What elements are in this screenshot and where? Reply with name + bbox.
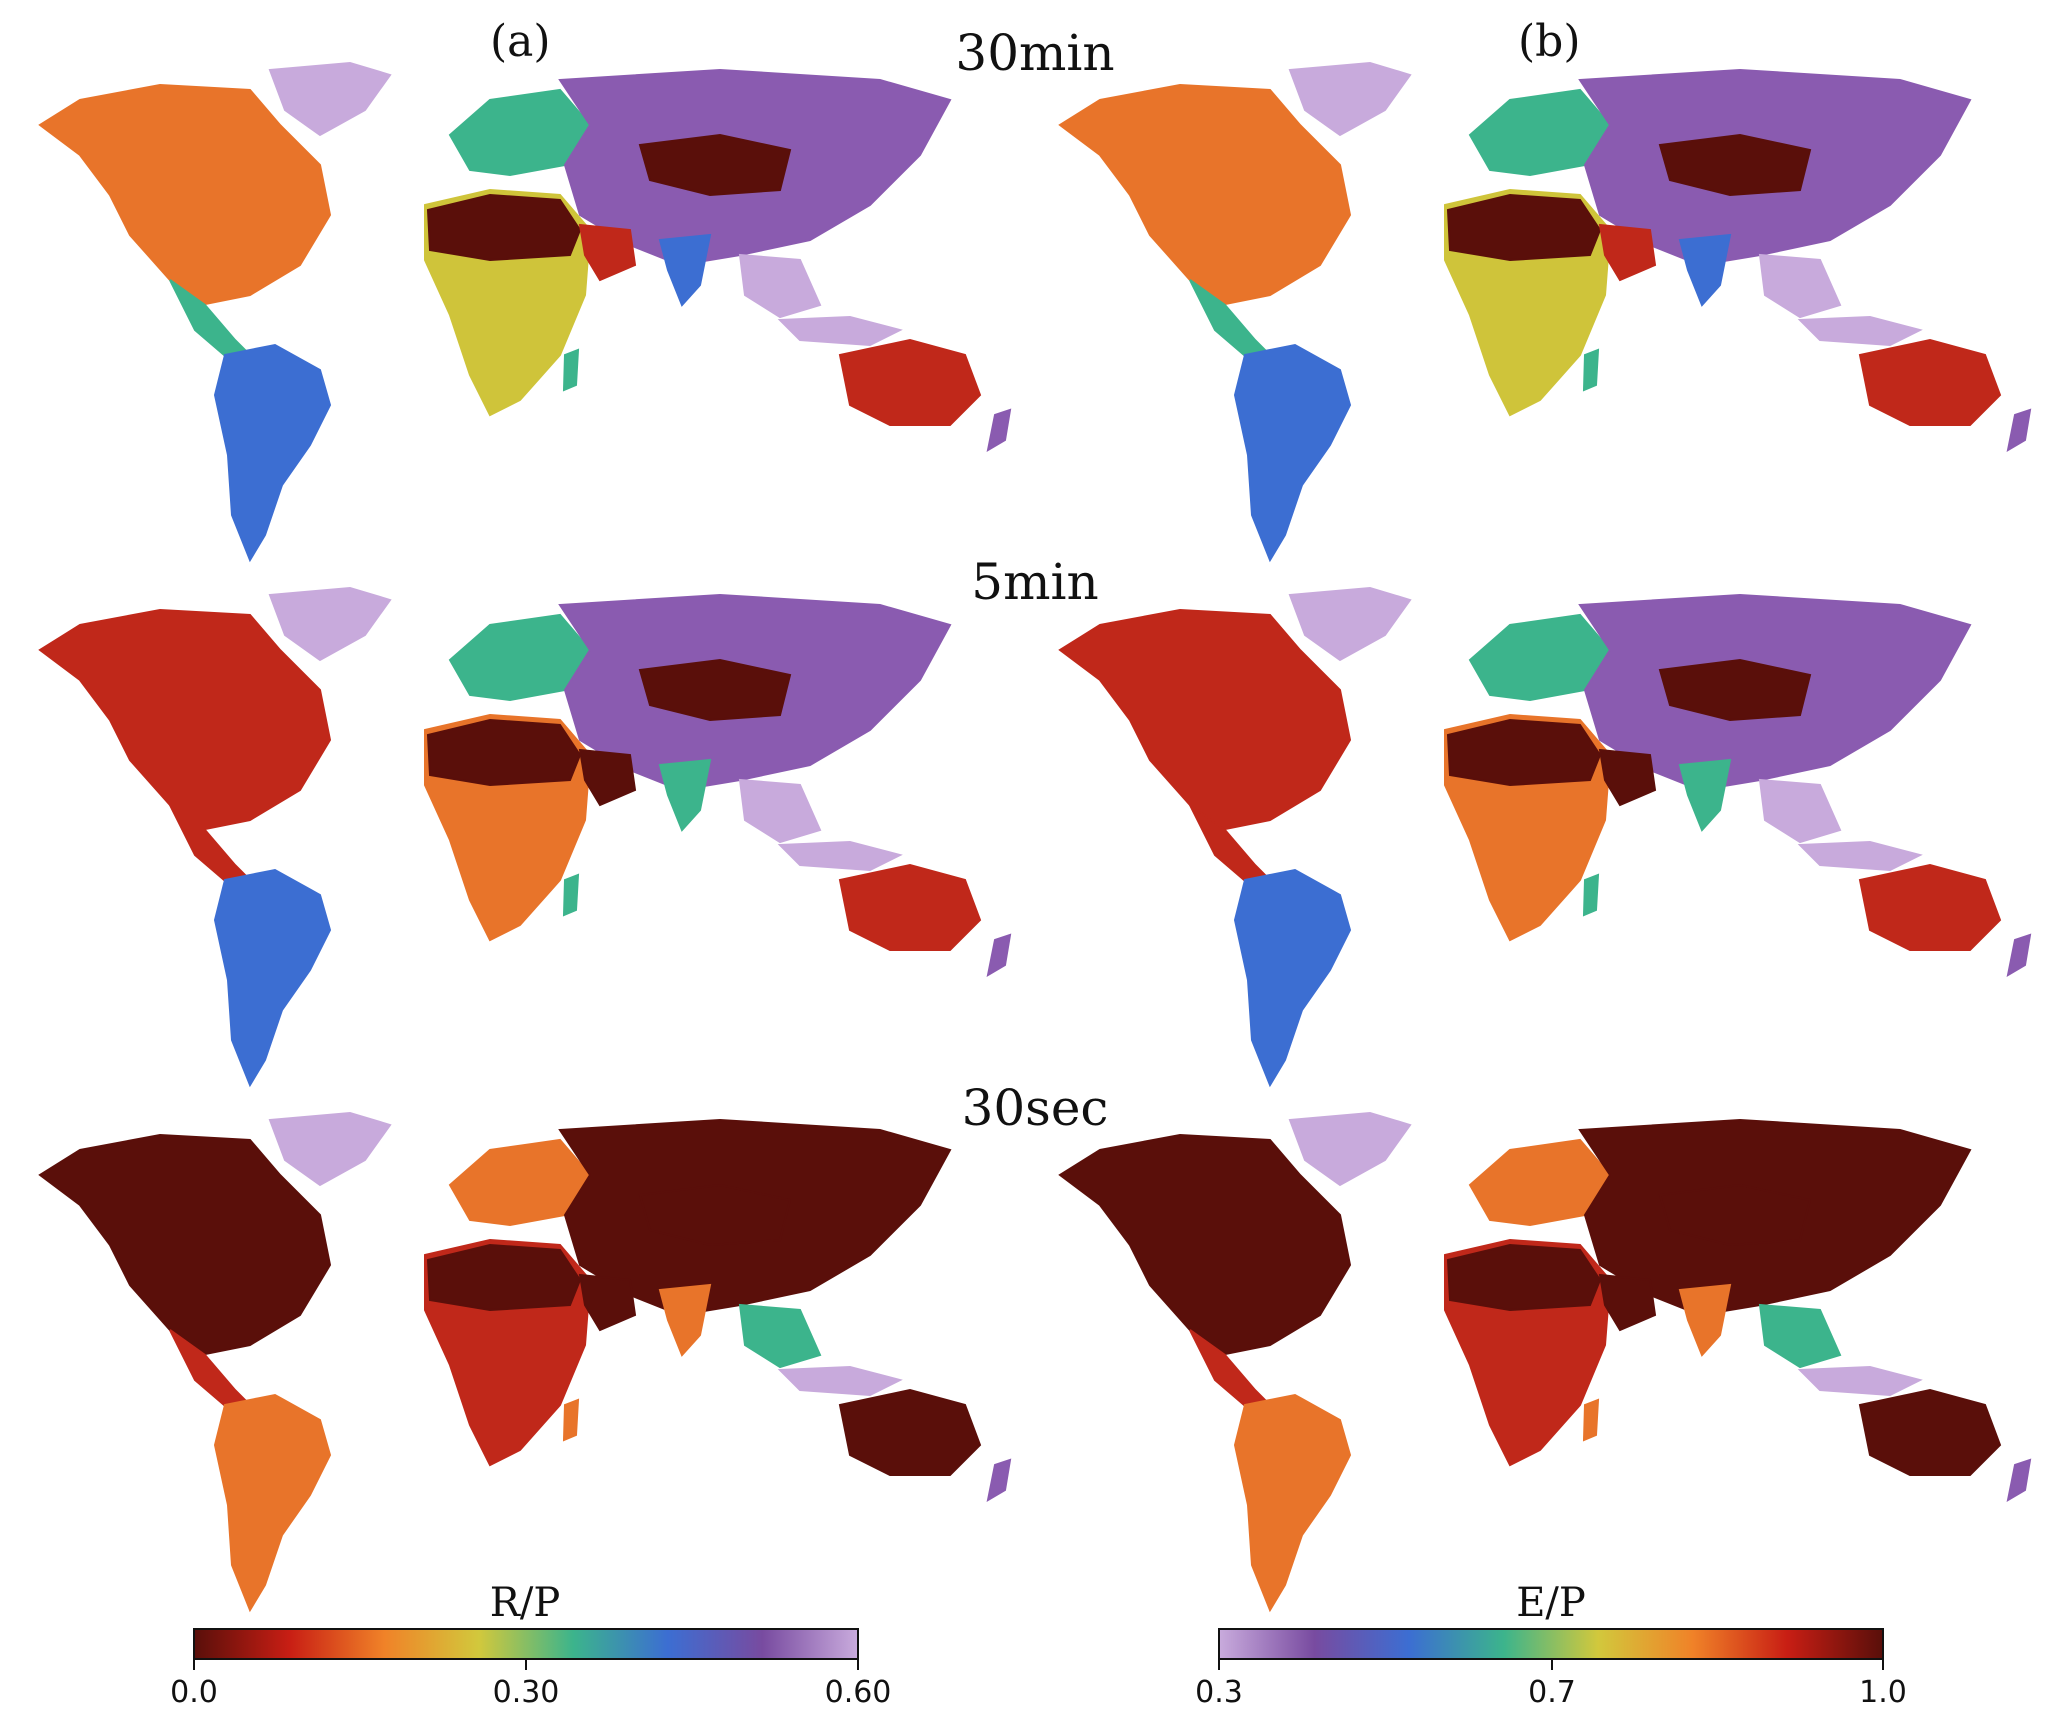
region-north-america xyxy=(1058,83,1352,307)
region-india xyxy=(1678,233,1732,307)
map-b-5min xyxy=(1058,586,2032,1088)
region-india xyxy=(658,758,712,832)
region-new-zealand xyxy=(2006,933,2032,977)
region-greenland xyxy=(268,586,392,662)
panel-label-a: (a) xyxy=(490,16,551,67)
region-south-america xyxy=(1233,1393,1352,1613)
colorbar-left-tick-1 xyxy=(525,1660,527,1670)
region-southeast-asia xyxy=(738,1303,822,1369)
region-greenland xyxy=(1288,586,1412,662)
region-southeast-asia xyxy=(1758,778,1842,844)
colorbar-right-tick-0 xyxy=(1218,1660,1220,1670)
colorbar-right-title: E/P xyxy=(1516,1580,1586,1626)
region-south-america xyxy=(1233,868,1352,1088)
region-indonesia xyxy=(1797,840,1923,872)
map-a-5min xyxy=(38,586,1012,1088)
region-madagascar xyxy=(562,873,580,917)
region-indonesia xyxy=(1797,315,1923,347)
region-north-america xyxy=(38,608,332,832)
panel-label-b: (b) xyxy=(1518,16,1581,67)
region-madagascar xyxy=(1582,348,1600,392)
region-indonesia xyxy=(777,315,903,347)
region-greenland xyxy=(268,61,392,137)
region-india xyxy=(1678,758,1732,832)
region-new-zealand xyxy=(2006,1458,2032,1502)
row-label-5min: 5min xyxy=(971,553,1099,611)
region-indonesia xyxy=(777,1365,903,1397)
region-central-asia-dry xyxy=(638,658,792,722)
region-central-asia-dry xyxy=(638,1183,792,1247)
region-australia xyxy=(838,338,982,426)
row-label-30sec: 30sec xyxy=(961,1079,1109,1137)
region-central-asia-dry xyxy=(1658,133,1812,197)
region-north-america xyxy=(1058,608,1352,832)
region-australia xyxy=(838,863,982,951)
region-madagascar xyxy=(562,1398,580,1442)
colorbar-left-tick-label-0: 0.0 xyxy=(170,1675,218,1710)
region-sahara xyxy=(1446,193,1602,262)
region-madagascar xyxy=(562,348,580,392)
region-south-america xyxy=(213,1393,332,1613)
region-sahara xyxy=(426,193,582,262)
region-sahara xyxy=(1446,718,1602,787)
region-sahara xyxy=(426,718,582,787)
map-a-30sec xyxy=(38,1111,1012,1613)
map-b-30min xyxy=(1058,61,2032,563)
region-southeast-asia xyxy=(1758,1303,1842,1369)
row-label-30min: 30min xyxy=(955,24,1115,82)
region-arabia xyxy=(1598,748,1657,807)
region-indonesia xyxy=(777,840,903,872)
region-australia xyxy=(1858,1388,2002,1476)
region-australia xyxy=(1858,863,2002,951)
map-b-30sec xyxy=(1058,1111,2032,1613)
region-central-asia-dry xyxy=(1658,658,1812,722)
region-arabia xyxy=(578,223,637,282)
colorbar-right-tick-label-2: 1.0 xyxy=(1859,1675,1907,1710)
region-greenland xyxy=(1288,61,1412,137)
colorbar-right-tick-label-0: 0.3 xyxy=(1195,1675,1243,1710)
colorbar-left-tick-label-2: 0.60 xyxy=(824,1675,892,1710)
colorbar-right xyxy=(1218,1628,1884,1660)
region-sahara xyxy=(1446,1243,1602,1312)
region-india xyxy=(1678,1283,1732,1357)
colorbar-left-tick-0 xyxy=(193,1660,195,1670)
region-southeast-asia xyxy=(738,253,822,319)
region-australia xyxy=(1858,338,2002,426)
region-north-america xyxy=(38,1133,332,1357)
region-south-america xyxy=(213,343,332,563)
region-new-zealand xyxy=(986,933,1012,977)
colorbar-right-tick-2 xyxy=(1882,1660,1884,1670)
region-sahara xyxy=(426,1243,582,1312)
region-south-america xyxy=(213,868,332,1088)
region-north-america xyxy=(38,83,332,307)
region-arabia xyxy=(578,748,637,807)
region-greenland xyxy=(1288,1111,1412,1187)
region-australia xyxy=(838,1388,982,1476)
region-southeast-asia xyxy=(1758,253,1842,319)
region-north-america xyxy=(1058,1133,1352,1357)
region-southeast-asia xyxy=(738,778,822,844)
colorbar-left xyxy=(193,1628,859,1660)
colorbar-left-tick-label-1: 0.30 xyxy=(492,1675,560,1710)
region-new-zealand xyxy=(2006,408,2032,452)
colorbar-right-tick-1 xyxy=(1551,1660,1553,1670)
region-india xyxy=(658,233,712,307)
region-arabia xyxy=(578,1273,637,1332)
colorbar-left-tick-2 xyxy=(857,1660,859,1670)
region-greenland xyxy=(268,1111,392,1187)
region-madagascar xyxy=(1582,1398,1600,1442)
region-indonesia xyxy=(1797,1365,1923,1397)
region-arabia xyxy=(1598,1273,1657,1332)
region-india xyxy=(658,1283,712,1357)
region-new-zealand xyxy=(986,408,1012,452)
region-new-zealand xyxy=(986,1458,1012,1502)
region-central-asia-dry xyxy=(638,133,792,197)
map-a-30min xyxy=(38,61,1012,563)
region-central-asia-dry xyxy=(1658,1183,1812,1247)
colorbar-left-title: R/P xyxy=(489,1580,561,1626)
colorbar-right-tick-label-1: 0.7 xyxy=(1528,1675,1576,1710)
region-arabia xyxy=(1598,223,1657,282)
region-south-america xyxy=(1233,343,1352,563)
region-madagascar xyxy=(1582,873,1600,917)
